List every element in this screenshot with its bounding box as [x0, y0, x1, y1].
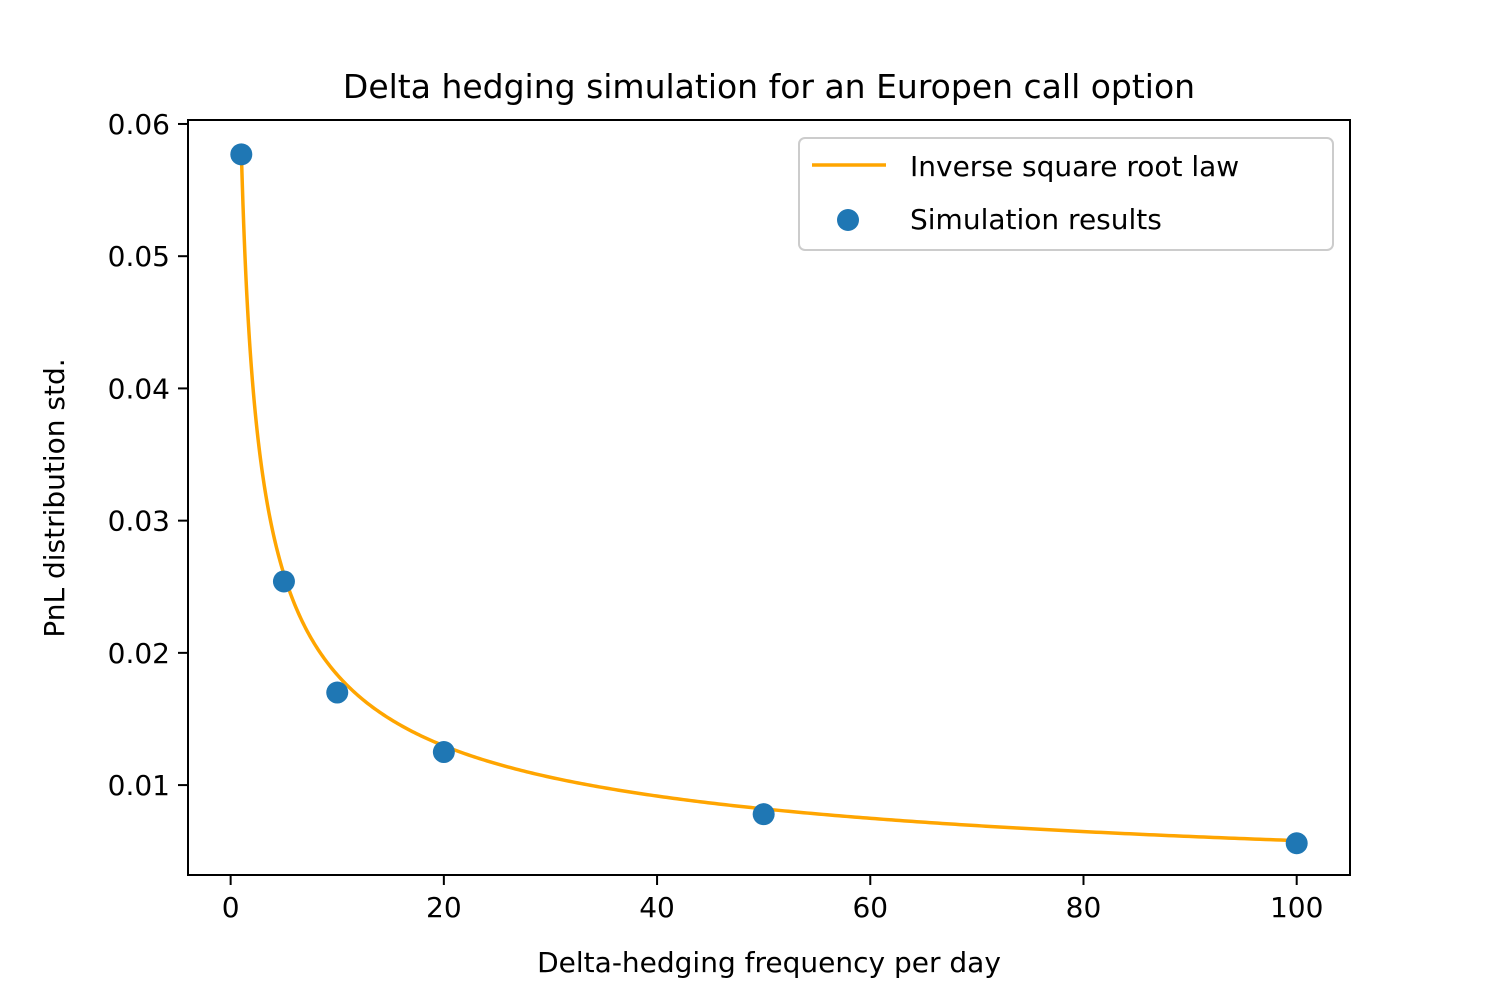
x-tick-label: 80: [1066, 891, 1102, 924]
y-tick-label: 0.03: [108, 505, 170, 538]
y-tick-label: 0.02: [108, 637, 170, 670]
y-tick-label: 0.04: [108, 372, 170, 405]
legend: Inverse square root law Simulation resul…: [798, 137, 1334, 251]
x-axis-ticks: 0 20 40 60 80 100: [222, 875, 1323, 924]
x-tick-label: 20: [426, 891, 462, 924]
scatter-point: [432, 741, 455, 764]
x-tick-label: 0: [222, 891, 240, 924]
x-axis-title: Delta-hedging frequency per day: [537, 946, 1001, 979]
y-tick-label: 0.06: [108, 108, 170, 141]
x-tick-label: 60: [852, 891, 888, 924]
plot-frame: [187, 119, 1351, 876]
x-tick-label: 100: [1270, 891, 1323, 924]
y-tick-label: 0.01: [108, 769, 170, 802]
scatter-point: [752, 803, 775, 826]
curve-layer: [239, 148, 1297, 843]
scatter-point: [272, 570, 295, 593]
points-layer: [230, 143, 1308, 855]
y-tick-label: 0.05: [108, 240, 170, 273]
x-tick-label: 40: [639, 891, 675, 924]
legend-box: [798, 137, 1334, 251]
chart-title: Delta hedging simulation for an Europen …: [343, 67, 1195, 106]
scatter-point: [230, 143, 253, 166]
y-axis-ticks: 0.01 0.02 0.03 0.04 0.05 0.06: [108, 108, 188, 802]
legend-label-scatter: Simulation results: [910, 203, 1162, 236]
scatter-point: [326, 681, 349, 704]
series-line-inverse-square-root: [239, 148, 1297, 843]
scatter-point: [1285, 832, 1308, 855]
y-axis-title: PnL distribution std.: [38, 358, 71, 637]
legend-label-line: Inverse square root law: [910, 150, 1239, 183]
legend-dot-swatch: [837, 209, 859, 231]
